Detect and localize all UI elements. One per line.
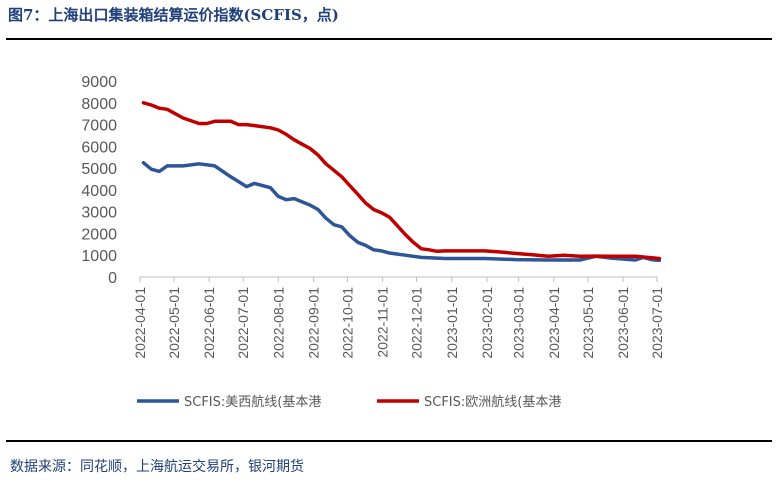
legend-label: SCFIS:美西航线(基本港	[184, 394, 321, 410]
y-tick-label: 8000	[81, 96, 117, 113]
chart-title: 图7：上海出口集装箱结算运价指数(SCFIS，点)	[8, 6, 339, 24]
x-tick-label: 2022-04-01	[132, 287, 148, 359]
y-tick-label: 1000	[81, 248, 117, 265]
x-tick-label: 2022-12-01	[409, 287, 425, 359]
x-tick-label: 2023-02-01	[479, 287, 495, 359]
x-axis: 2022-04-01 2022-05-01 2022-06-01 2022-07-01…	[132, 276, 665, 359]
y-tick-label: 0	[108, 270, 117, 287]
x-tick-label: 2023-04-01	[546, 287, 562, 359]
y-tick-label: 3000	[81, 205, 117, 222]
x-tick-label: 2023-01-01	[444, 287, 460, 359]
y-axis: 0 1000 2000 3000 4000 5000 6000 7000 8000 9000	[81, 74, 117, 287]
legend: SCFIS:美西航线(基本港 SCFIS:欧洲航线(基本港	[137, 394, 561, 410]
x-tick-label: 2023-05-01	[580, 287, 596, 359]
y-tick-label: 2000	[81, 226, 117, 243]
x-tick-label: 2023-06-01	[615, 287, 631, 359]
x-tick-label: 2022-07-01	[235, 287, 251, 359]
x-tick-label: 2022-09-01	[305, 287, 321, 359]
y-tick-label: 9000	[81, 74, 117, 91]
x-tick-label: 2023-07-01	[649, 287, 665, 359]
series-lines	[141, 101, 662, 263]
bottom-rule	[6, 440, 772, 442]
x-tick-label: 2022-08-01	[270, 287, 286, 359]
source-note: 数据来源：同花顺，上海航运交易所，银河期货	[10, 459, 304, 475]
y-tick-label: 5000	[81, 161, 117, 178]
series-line-europe	[141, 101, 662, 261]
y-tick-label: 7000	[81, 118, 117, 135]
top-rule	[6, 38, 772, 40]
legend-label: SCFIS:欧洲航线(基本港	[424, 394, 561, 410]
x-tick-label: 2022-06-01	[201, 287, 217, 359]
x-tick-label: 2022-10-01	[339, 287, 355, 359]
x-tick-label: 2023-03-01	[511, 287, 527, 359]
y-tick-label: 4000	[81, 183, 117, 200]
x-tick-label: 2022-11-01	[375, 287, 391, 358]
y-tick-label: 6000	[81, 139, 117, 156]
x-tick-label: 2022-05-01	[166, 287, 182, 359]
chart: 0 1000 2000 3000 4000 5000 6000 7000 8000 9000 20…	[81, 74, 665, 410]
series-line-us-west	[141, 160, 662, 263]
